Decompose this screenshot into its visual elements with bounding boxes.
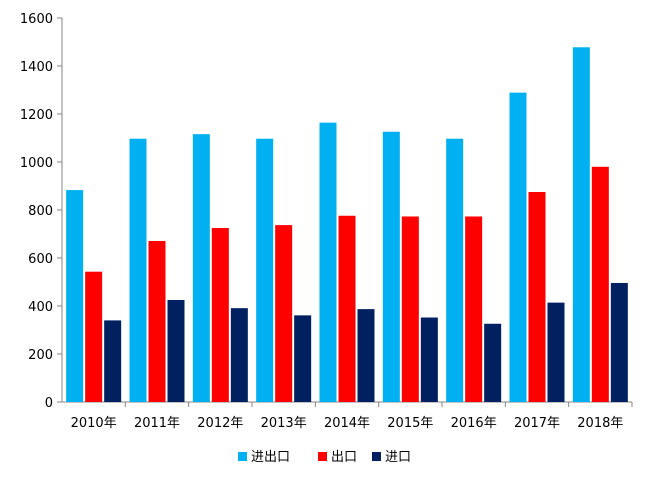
y-axis-ticks: 0 200 400 600 800 1000 1200 1400 1600 bbox=[20, 12, 62, 411]
legend-swatch bbox=[372, 452, 381, 461]
bar-import bbox=[610, 282, 628, 402]
legend-swatch bbox=[318, 452, 327, 461]
x-tick-label: 2012年 bbox=[197, 416, 243, 431]
x-tick-label: 2011年 bbox=[134, 416, 180, 431]
bar-total bbox=[572, 47, 590, 402]
x-axis-ticks: 2010年 2011年 2012年 2013年 2014年 2015年 2016年 2017年… bbox=[71, 402, 633, 431]
bar-total bbox=[66, 190, 84, 402]
bar-total bbox=[509, 92, 527, 402]
bar-export bbox=[338, 215, 356, 402]
bar-import bbox=[547, 302, 565, 402]
bar-total bbox=[192, 134, 210, 402]
bar-import bbox=[294, 315, 312, 402]
legend-label: 进口 bbox=[385, 450, 411, 465]
bar-import bbox=[357, 309, 375, 402]
y-tick-label: 1400 bbox=[20, 60, 53, 75]
bar-total bbox=[382, 131, 400, 402]
y-tick-label: 1600 bbox=[20, 12, 53, 27]
bar-import bbox=[484, 323, 502, 402]
x-tick-label: 2015年 bbox=[387, 416, 433, 431]
y-tick-label: 1000 bbox=[20, 156, 53, 171]
x-tick-label: 2017年 bbox=[514, 416, 560, 431]
bar-import bbox=[230, 308, 248, 402]
y-tick-label: 0 bbox=[45, 396, 53, 411]
bar-total bbox=[129, 138, 147, 402]
bar-export bbox=[528, 192, 546, 402]
x-tick-label: 2013年 bbox=[261, 416, 307, 431]
x-tick-label: 2016年 bbox=[451, 416, 497, 431]
legend-label: 进出口 bbox=[251, 450, 290, 465]
x-tick-label: 2018年 bbox=[577, 416, 623, 431]
bar-import bbox=[167, 300, 185, 402]
legend-label: 出口 bbox=[331, 450, 357, 465]
bar-export bbox=[148, 240, 166, 402]
y-tick-label: 600 bbox=[28, 252, 53, 267]
bar-export bbox=[465, 216, 483, 402]
y-tick-label: 400 bbox=[28, 300, 53, 315]
bar-export bbox=[401, 216, 419, 402]
x-tick-label: 2010年 bbox=[71, 416, 117, 431]
bar-import bbox=[420, 317, 438, 402]
y-tick-label: 800 bbox=[28, 204, 53, 219]
bar-total bbox=[319, 122, 337, 402]
bar-total bbox=[446, 138, 464, 402]
bar-total bbox=[256, 138, 274, 402]
bar-export bbox=[211, 228, 229, 402]
legend-swatch bbox=[238, 452, 247, 461]
bar-import bbox=[104, 320, 122, 402]
bar-export bbox=[591, 166, 609, 402]
bars bbox=[66, 47, 628, 402]
bar-export bbox=[85, 271, 103, 402]
legend: 进出口 出口 进口 bbox=[238, 450, 411, 465]
y-tick-label: 200 bbox=[28, 348, 53, 363]
y-tick-label: 1200 bbox=[20, 108, 53, 123]
bar-export bbox=[275, 225, 293, 402]
x-tick-label: 2014年 bbox=[324, 416, 370, 431]
